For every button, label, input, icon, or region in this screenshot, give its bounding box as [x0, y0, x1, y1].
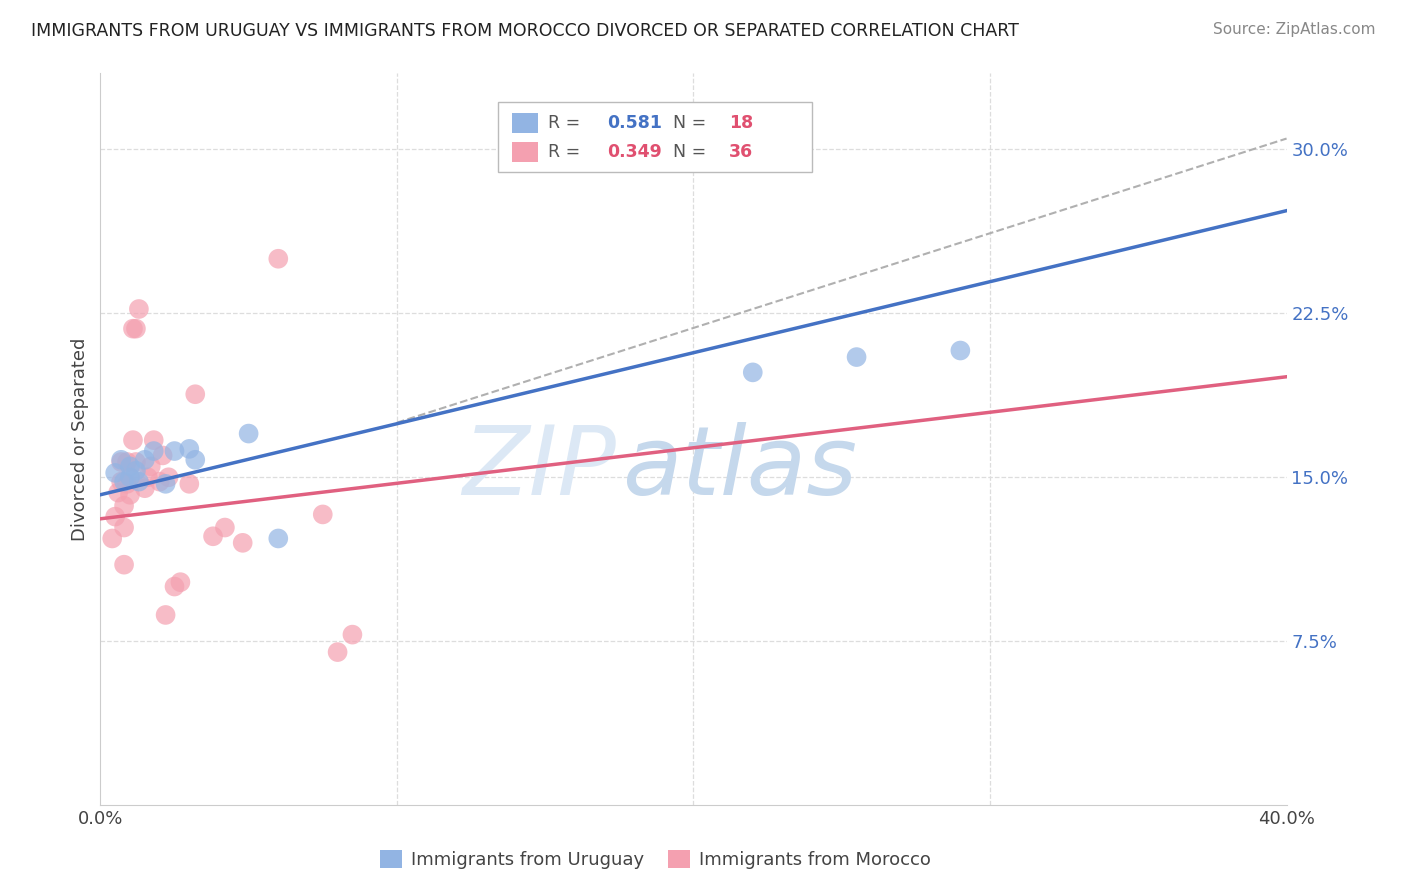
Point: [163, 444, 186, 458]
Point: [110, 475, 132, 489]
Bar: [512, 142, 538, 162]
Point: [128, 301, 150, 316]
Point: [232, 536, 254, 550]
Point: [202, 529, 225, 543]
Point: [163, 580, 186, 594]
Point: [179, 476, 201, 491]
Point: [157, 470, 180, 484]
Point: [118, 459, 141, 474]
Point: [342, 627, 364, 641]
Point: [214, 520, 236, 534]
Point: [949, 343, 972, 358]
Point: [845, 350, 868, 364]
Point: [101, 532, 124, 546]
Text: IMMIGRANTS FROM URUGUAY VS IMMIGRANTS FROM MOROCCO DIVORCED OR SEPARATED CORRELA: IMMIGRANTS FROM URUGUAY VS IMMIGRANTS FR…: [31, 22, 1019, 40]
Text: N =: N =: [673, 143, 711, 161]
Text: 0.349: 0.349: [607, 143, 662, 161]
Point: [112, 475, 135, 489]
Point: [169, 575, 191, 590]
Text: 0.581: 0.581: [607, 114, 662, 132]
Point: [155, 476, 177, 491]
Point: [184, 387, 207, 401]
Point: [134, 481, 156, 495]
Point: [122, 321, 145, 335]
Text: Immigrants from Morocco: Immigrants from Morocco: [699, 851, 931, 869]
Point: [110, 455, 132, 469]
Point: [142, 433, 165, 447]
Point: [155, 607, 177, 622]
Point: [115, 455, 138, 469]
Point: [118, 470, 141, 484]
Point: [112, 499, 135, 513]
Bar: [512, 112, 538, 133]
Point: [238, 426, 260, 441]
Text: atlas: atlas: [623, 422, 858, 515]
Text: R =: R =: [547, 143, 585, 161]
Point: [104, 509, 127, 524]
Point: [110, 452, 132, 467]
Text: Source: ZipAtlas.com: Source: ZipAtlas.com: [1212, 22, 1375, 37]
Point: [125, 464, 148, 478]
Point: [104, 466, 127, 480]
Text: ZIP: ZIP: [463, 422, 616, 515]
Point: [125, 321, 148, 335]
FancyBboxPatch shape: [498, 103, 813, 172]
Text: N =: N =: [673, 114, 711, 132]
Y-axis label: Divorced or Separated: Divorced or Separated: [72, 337, 89, 541]
Point: [112, 520, 135, 534]
Text: 18: 18: [730, 114, 754, 132]
Point: [142, 444, 165, 458]
Point: [118, 470, 141, 484]
Point: [107, 485, 129, 500]
Point: [152, 449, 174, 463]
Point: [149, 475, 172, 489]
Point: [122, 433, 145, 447]
Point: [741, 365, 763, 379]
Point: [125, 455, 148, 469]
Point: [112, 558, 135, 572]
Point: [136, 470, 159, 484]
Point: [128, 475, 150, 489]
Text: R =: R =: [547, 114, 585, 132]
Point: [115, 476, 138, 491]
Text: Immigrants from Uruguay: Immigrants from Uruguay: [411, 851, 644, 869]
Point: [184, 452, 207, 467]
Text: 36: 36: [730, 143, 754, 161]
Point: [139, 459, 162, 474]
Point: [267, 532, 290, 546]
Point: [179, 442, 201, 456]
Point: [312, 508, 335, 522]
Point: [134, 452, 156, 467]
Point: [118, 488, 141, 502]
Point: [267, 252, 290, 266]
Point: [326, 645, 349, 659]
